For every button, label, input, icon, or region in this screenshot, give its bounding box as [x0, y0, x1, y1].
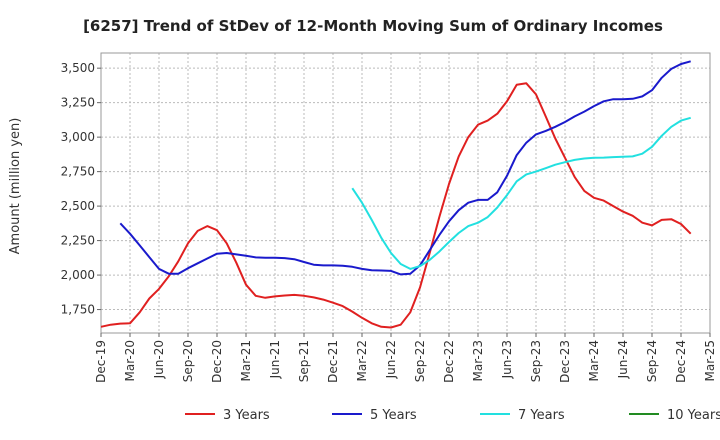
grid-lines — [100, 53, 711, 333]
x-axis: Dec-19 Mar-20 Jun-20 Sep-20 Dec-20 Mar-21 Jun-… — [94, 333, 717, 383]
x-tick-label: Sep-24 — [645, 340, 659, 382]
x-tick-label: Jun-23 — [500, 340, 514, 379]
x-tick-label: Dec-19 — [94, 340, 108, 383]
x-tick-label: Jun-24 — [616, 340, 630, 379]
y-tick-label: 2,000 — [61, 268, 95, 282]
x-tick-label: Dec-23 — [558, 340, 572, 383]
x-tick-label: Jun-21 — [268, 340, 282, 379]
y-tick-label: 3,500 — [61, 61, 95, 75]
legend-item-10-years: 10 Years — [629, 408, 720, 423]
x-tick-label: Mar-20 — [123, 340, 137, 381]
y-tick-label: 3,000 — [61, 130, 95, 144]
y-tick-label: 3,250 — [61, 96, 95, 110]
series-lines — [100, 60, 692, 329]
legend-item-5-years: 5 Years — [332, 408, 417, 423]
x-tick-label: Dec-22 — [442, 340, 456, 383]
x-tick-label: Jun-22 — [384, 340, 398, 379]
x-tick-label: Jun-20 — [152, 340, 166, 379]
legend-label: 3 Years — [223, 408, 270, 423]
y-axis: 1,750 2,000 2,250 2,500 2,750 3,000 3,250 3,500 — [61, 61, 101, 317]
x-tick-label: Dec-21 — [326, 340, 340, 383]
legend-label: 5 Years — [370, 408, 417, 423]
y-axis-label: Amount (million yen) — [8, 118, 23, 255]
x-tick-label: Sep-23 — [529, 340, 543, 382]
x-tick-label: Dec-24 — [674, 340, 688, 383]
y-tick-label: 1,750 — [61, 303, 95, 317]
series-line-7-years — [351, 116, 691, 270]
x-tick-label: Mar-23 — [471, 340, 485, 381]
chart-title: [6257] Trend of StDev of 12-Month Moving… — [83, 17, 663, 35]
legend-item-3-years: 3 Years — [185, 408, 270, 423]
plot-area — [100, 52, 711, 334]
x-tick-label: Mar-21 — [239, 340, 253, 381]
x-tick-label: Mar-25 — [703, 340, 717, 381]
x-tick-label: Mar-22 — [355, 340, 369, 381]
legend-item-7-years: 7 Years — [480, 408, 565, 423]
legend-label: 10 Years — [667, 408, 720, 423]
series-line-5-years — [119, 60, 691, 276]
x-tick-label: Sep-22 — [413, 340, 427, 382]
x-tick-label: Sep-21 — [297, 340, 311, 382]
y-tick-label: 2,500 — [61, 199, 95, 213]
y-tick-label: 2,750 — [61, 165, 95, 179]
series-line-3-years — [100, 82, 692, 329]
x-tick-label: Sep-20 — [181, 340, 195, 382]
x-tick-label: Dec-20 — [210, 340, 224, 383]
legend-label: 7 Years — [518, 408, 565, 423]
legend: 3 Years 5 Years 7 Years 10 Years — [185, 408, 720, 423]
y-tick-label: 2,250 — [61, 234, 95, 248]
x-tick-label: Mar-24 — [587, 340, 601, 381]
